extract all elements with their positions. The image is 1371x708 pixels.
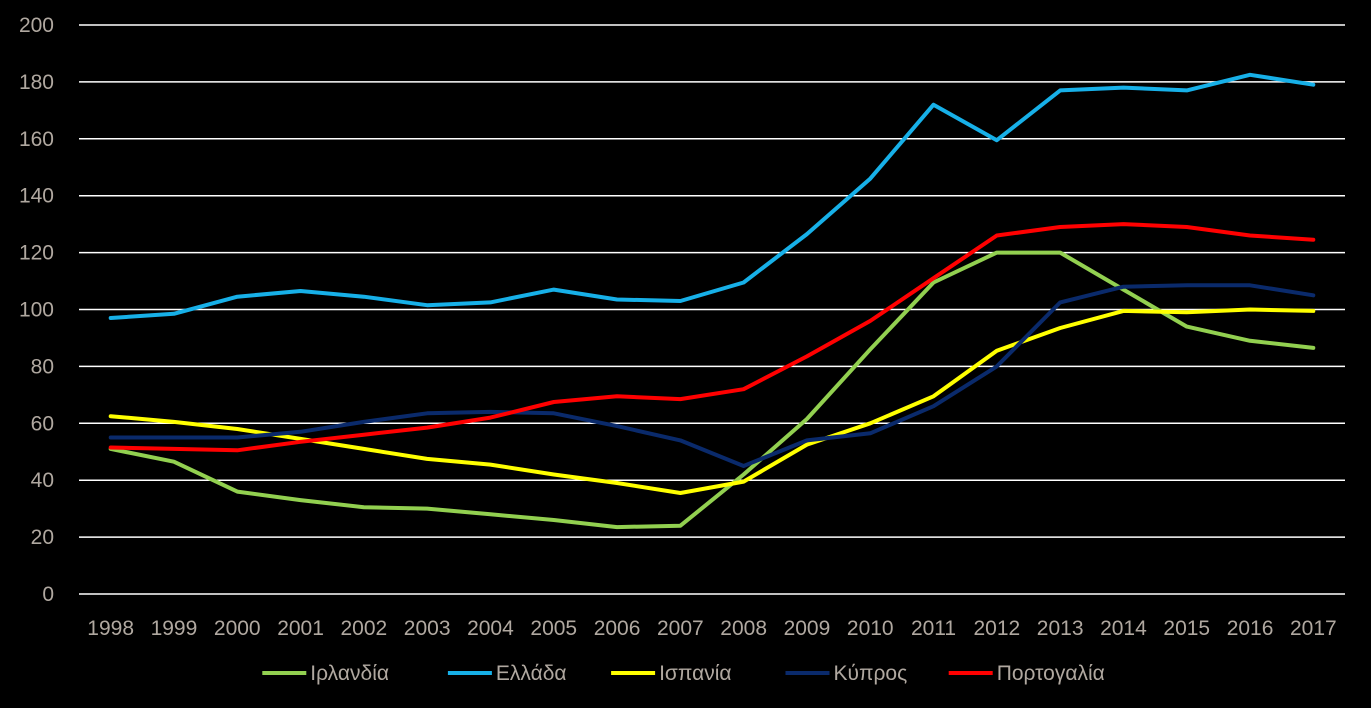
- x-tick-label: 2006: [594, 617, 641, 640]
- series-line-1: [108, 250, 1316, 530]
- y-axis-tick-labels: 0 20 40 60 80 100 120 140 160 180 200: [19, 14, 54, 606]
- x-tick-label: 2002: [340, 617, 387, 640]
- legend-item-5: Πορτογαλία: [948, 662, 1105, 685]
- y-tick-label: 40: [31, 469, 54, 492]
- y-tick-label: 200: [19, 14, 54, 37]
- gridlines: [79, 24, 1345, 595]
- x-tick-label: 2011: [911, 617, 956, 640]
- y-tick-label: 80: [31, 355, 54, 378]
- x-tick-label: 2015: [1163, 617, 1210, 640]
- legend-label: Κύπρος: [834, 662, 908, 685]
- x-tick-label: 2003: [404, 617, 451, 640]
- x-tick-label: 2000: [214, 617, 261, 640]
- x-tick-label: 2012: [973, 617, 1020, 640]
- series-line-3: [108, 307, 1316, 495]
- x-tick-label: 2010: [847, 617, 894, 640]
- y-tick-label: 60: [31, 412, 54, 435]
- x-tick-label: 1999: [151, 617, 198, 640]
- x-tick-label: 2008: [720, 617, 767, 640]
- x-tick-label: 2001: [277, 617, 324, 640]
- series-lines: [108, 72, 1316, 530]
- y-tick-label: 140: [19, 185, 54, 208]
- legend-label: Πορτογαλία: [997, 662, 1105, 685]
- x-tick-label: 2016: [1227, 617, 1274, 640]
- x-tick-label: 1998: [87, 617, 134, 640]
- y-tick-label: 160: [19, 128, 54, 151]
- y-tick-label: 180: [19, 71, 54, 94]
- x-axis-tick-labels: 1998 1999 2000 2001 2002 2003 2004 2005 2006 2007…: [87, 617, 1336, 640]
- x-tick-label: 2014: [1100, 617, 1147, 640]
- series-line-2: [108, 72, 1316, 320]
- legend-item-3: Ισπανία: [611, 662, 732, 685]
- x-tick-label: 2005: [530, 617, 577, 640]
- y-tick-label: 20: [31, 526, 54, 549]
- legend-label: Ιρλανδία: [310, 662, 389, 685]
- x-tick-label: 2007: [657, 617, 704, 640]
- legend-item-1: Ιρλανδία: [262, 662, 389, 685]
- legend-label: Ελλάδα: [496, 662, 567, 685]
- series-line-5: [108, 222, 1316, 453]
- y-tick-label: 100: [19, 299, 54, 322]
- legend-item-4: Κύπρος: [785, 662, 908, 685]
- legend-label: Ισπανία: [659, 662, 731, 685]
- y-tick-label: 0: [42, 583, 54, 606]
- x-tick-label: 2013: [1037, 617, 1084, 640]
- x-tick-label: 2009: [784, 617, 831, 640]
- y-tick-label: 120: [19, 242, 54, 265]
- x-tick-label: 2017: [1290, 617, 1337, 640]
- series-line-4: [108, 283, 1316, 468]
- legend: Ιρλανδία Ελλάδα Ισπανία Κύπρος Πορτογαλία: [262, 662, 1105, 685]
- legend-item-2: Ελλάδα: [447, 662, 567, 685]
- x-tick-label: 2004: [467, 617, 514, 640]
